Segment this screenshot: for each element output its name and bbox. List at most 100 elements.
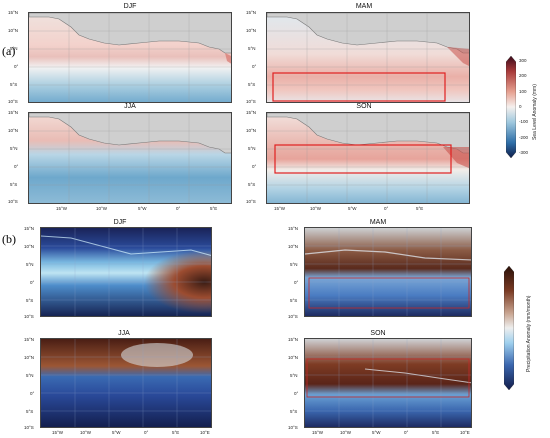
lat-tick: 5°S [248,82,256,87]
lon-tick: 10°E [200,430,210,435]
lat-tick: 15°N [24,226,35,231]
lat-tick: 15°N [246,110,257,115]
colorbar-tick: 100 [519,89,527,94]
lon-tick: 10°W [310,206,322,211]
lon-tick: 0° [144,430,149,435]
lat-tick: 10°N [288,355,299,360]
lon-tick: 5°E [416,206,424,211]
lat-tick: 5°N [10,46,18,51]
lat-tick: 5°N [248,146,256,151]
lon-tick: 15°W [52,430,64,435]
title-b-son: SON [370,330,386,337]
lat-tick: 10°S [8,99,18,104]
lat-tick: 5°S [26,298,34,303]
colorbar-tick: -100 [519,119,529,124]
map-a-mam [266,12,470,103]
lon-tick: 5°W [372,430,381,435]
lon-tick: 10°E [460,430,470,435]
lon-tick: 10°W [80,430,92,435]
lon-tick: 15°W [274,206,286,211]
lat-tick: 10°S [288,314,298,319]
title-b-mam: MAM [369,219,387,226]
colorbar-tick: -300 [519,150,529,155]
title-b-djf: DJF [113,219,127,226]
map-b-son [304,338,472,428]
lon-tick: 5°E [210,206,218,211]
highlight-box-mam [272,72,446,102]
lat-tick: 10°S [288,425,298,430]
lat-tick: 0° [294,280,299,285]
colorbar-tick: 300 [519,58,527,63]
lat-tick: 10°N [24,244,35,249]
lat-tick: 10°N [8,128,19,133]
lat-tick: 0° [294,391,299,396]
map-b-mam [304,227,472,317]
lon-tick: 5°W [112,430,121,435]
map-b-djf [40,227,212,317]
colorbar-b [503,265,515,391]
lat-tick: 10°S [8,199,18,204]
colorbar-tick: 200 [519,73,527,78]
lat-tick: 10°S [246,99,256,104]
lon-tick: 15°W [56,206,68,211]
lon-tick: 10°W [340,430,352,435]
lon-tick: 0° [176,206,181,211]
lat-tick: 15°N [8,10,19,15]
lat-tick: 0° [252,164,257,169]
lat-tick: 15°N [24,337,35,342]
lat-tick: 0° [14,164,19,169]
lat-tick: 0° [30,391,35,396]
lat-tick: 10°S [246,199,256,204]
highlight-box-b-son [306,358,470,398]
highlight-box-b-mam [308,277,470,309]
lat-tick: 5°N [290,373,298,378]
lat-tick: 10°N [288,244,299,249]
lat-tick: 10°N [8,28,19,33]
lon-tick: 5°E [172,430,180,435]
map-a-son [266,112,470,204]
lat-tick: 15°N [8,110,19,115]
map-a-jja [28,112,232,204]
lon-tick: 5°W [348,206,357,211]
lat-tick: 5°N [26,373,34,378]
title-a-jja: JJA [124,103,136,110]
title-a-mam: MAM [355,3,373,10]
lat-tick: 5°N [10,146,18,151]
lat-tick: 0° [30,280,35,285]
lat-tick: 10°S [24,314,34,319]
lat-tick: 5°S [26,409,34,414]
lat-tick: 5°N [26,262,34,267]
lat-tick: 15°N [288,226,299,231]
lon-tick: 5°W [138,206,147,211]
lat-tick: 5°S [10,182,18,187]
lat-tick: 5°N [290,262,298,267]
lat-tick: 5°S [290,409,298,414]
lon-tick: 0° [384,206,389,211]
title-b-jja: JJA [118,330,130,337]
colorbar-a [505,55,517,159]
lon-tick: 5°E [432,430,440,435]
lat-tick: 0° [14,64,19,69]
title-a-djf: DJF [123,3,137,10]
lon-tick: 15°W [312,430,324,435]
lat-tick: 10°N [24,355,35,360]
colorbar-b-title: Precipitation Anomaly (mm/month) [526,295,532,372]
colorbar-tick: 0 [519,104,522,109]
colorbar-a-title: Sea Level Anomaly (mm) [532,84,538,140]
lon-tick: 10°W [96,206,108,211]
colorbar-tick: -200 [519,135,529,140]
lat-tick: 10°N [246,28,257,33]
lat-tick: 0° [252,64,257,69]
lat-tick: 10°N [246,128,257,133]
lat-tick: 5°S [290,298,298,303]
map-b-jja [40,338,212,428]
map-a-djf [28,12,232,103]
lat-tick: 5°S [248,182,256,187]
lat-tick: 15°N [246,10,257,15]
panel-label-a: (a) [2,44,16,58]
title-a-son: SON [356,103,372,110]
lat-tick: 10°S [24,425,34,430]
panel-label-b: (b) [2,232,16,246]
lat-tick: 15°N [288,337,299,342]
lon-tick: 0° [404,430,409,435]
